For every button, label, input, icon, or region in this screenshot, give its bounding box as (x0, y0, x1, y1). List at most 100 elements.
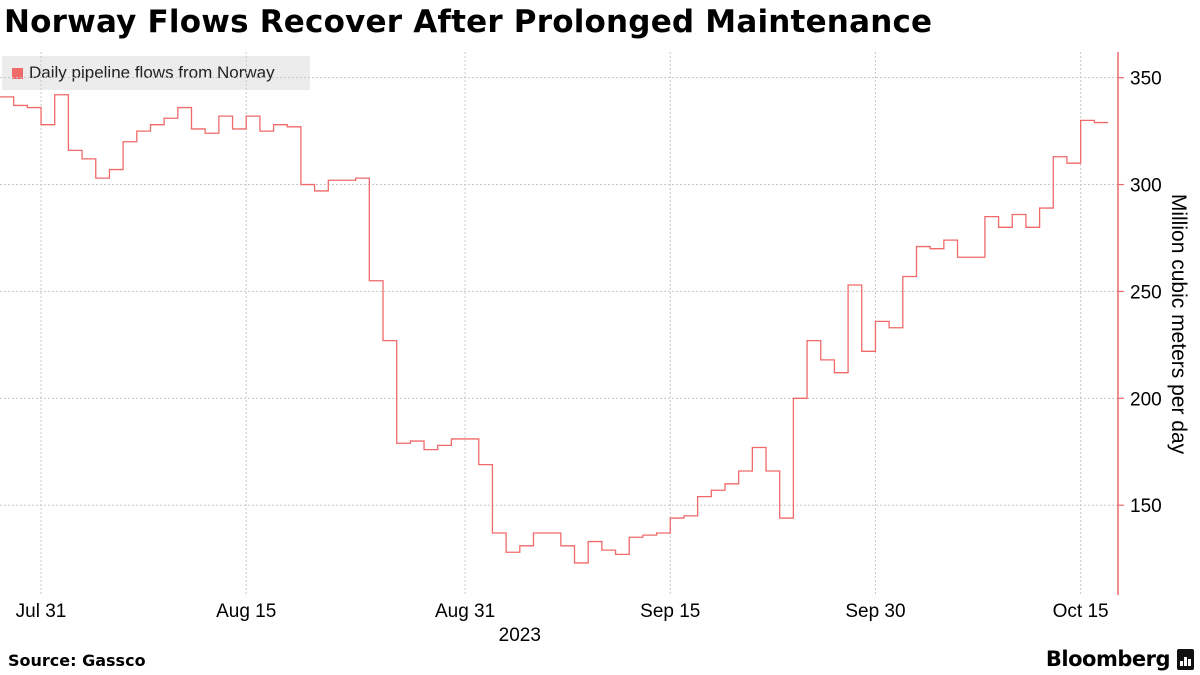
data-point (74, 150, 76, 152)
data-point (362, 177, 364, 179)
series-line-daily-flows (0, 94, 1108, 564)
data-point (88, 158, 90, 160)
data-point (20, 105, 22, 107)
data-point (567, 545, 569, 547)
data-point (868, 350, 870, 352)
data-point (157, 124, 159, 126)
data-point (745, 470, 747, 472)
data-point (170, 117, 172, 119)
data-point (950, 239, 952, 241)
data-point (799, 398, 801, 400)
data-point (293, 126, 295, 128)
data-point (635, 536, 637, 538)
data-point (608, 549, 610, 551)
x-tick-label: Sep 15 (640, 601, 700, 622)
data-point (33, 107, 35, 109)
data-point (690, 515, 692, 517)
data-point (252, 115, 254, 117)
data-point (389, 340, 391, 342)
terminal-icon (1177, 649, 1194, 670)
data-point (813, 340, 815, 342)
data-point (266, 130, 268, 132)
data-point (854, 284, 856, 286)
data-point (840, 372, 842, 374)
data-point (936, 248, 938, 250)
data-point (540, 532, 542, 534)
x-tick-label: Aug 31 (435, 601, 495, 622)
x-tick-label: Aug 15 (216, 601, 276, 622)
data-point (6, 96, 8, 98)
y-tick-label: 150 (1130, 496, 1162, 517)
data-point (115, 169, 117, 171)
data-point (143, 130, 145, 132)
data-point (731, 483, 733, 485)
data-point (964, 256, 966, 258)
data-point (758, 447, 760, 449)
legend: Daily pipeline flows from Norway (2, 56, 310, 90)
data-point (198, 128, 200, 130)
data-point (375, 280, 377, 282)
data-point (184, 107, 186, 109)
data-point (61, 94, 63, 96)
x-tick-label: Oct 15 (1053, 601, 1109, 622)
data-point (444, 445, 446, 447)
x-tick-label: Jul 31 (16, 601, 67, 622)
data-point (321, 190, 323, 192)
x-tick-label: Sep 30 (845, 601, 905, 622)
data-point (102, 177, 104, 179)
data-point (1073, 162, 1075, 164)
data-point (307, 184, 309, 186)
data-point (923, 246, 925, 248)
data-point (498, 532, 500, 534)
data-point (471, 438, 473, 440)
data-point (786, 517, 788, 519)
data-point (239, 128, 241, 130)
brand-logo: Bloomberg (1045, 647, 1171, 671)
data-point (827, 359, 829, 361)
y-tick-label: 200 (1130, 389, 1162, 410)
data-point (1032, 226, 1034, 228)
data-point (881, 321, 883, 323)
x-year-label: 2023 (499, 625, 541, 646)
data-point (772, 470, 774, 472)
data-point (1100, 122, 1102, 124)
data-point (581, 562, 583, 564)
legend-swatch (12, 67, 23, 79)
data-point (1059, 156, 1061, 158)
data-point (895, 327, 897, 329)
data-point (225, 115, 227, 117)
data-point (1005, 226, 1007, 228)
data-point (416, 440, 418, 442)
data-point (1087, 120, 1089, 122)
y-tick-label: 300 (1130, 176, 1162, 197)
data-point (334, 179, 336, 181)
data-point (991, 216, 993, 218)
data-point (704, 496, 706, 498)
data-point (512, 551, 514, 553)
y-tick-label: 250 (1130, 282, 1162, 303)
data-point (676, 517, 678, 519)
data-point (663, 532, 665, 534)
data-point (211, 132, 213, 134)
data-point (47, 124, 49, 126)
data-point (430, 449, 432, 451)
data-point (485, 464, 487, 466)
chart-title: Norway Flows Recover After Prolonged Mai… (4, 4, 933, 40)
data-point (1046, 207, 1048, 209)
data-point (403, 442, 405, 444)
data-point (1018, 214, 1020, 216)
data-point (526, 545, 528, 547)
y-axis-title: Million cubic meters per day (1167, 194, 1190, 455)
data-point (977, 256, 979, 258)
data-point (717, 489, 719, 491)
data-point (649, 534, 651, 536)
data-point (622, 554, 624, 556)
data-point (457, 438, 459, 440)
y-tick-label: 350 (1130, 69, 1162, 90)
data-point (909, 276, 911, 278)
data-point (553, 532, 555, 534)
data-point (280, 124, 282, 126)
data-point (129, 141, 131, 143)
data-point (594, 541, 596, 543)
